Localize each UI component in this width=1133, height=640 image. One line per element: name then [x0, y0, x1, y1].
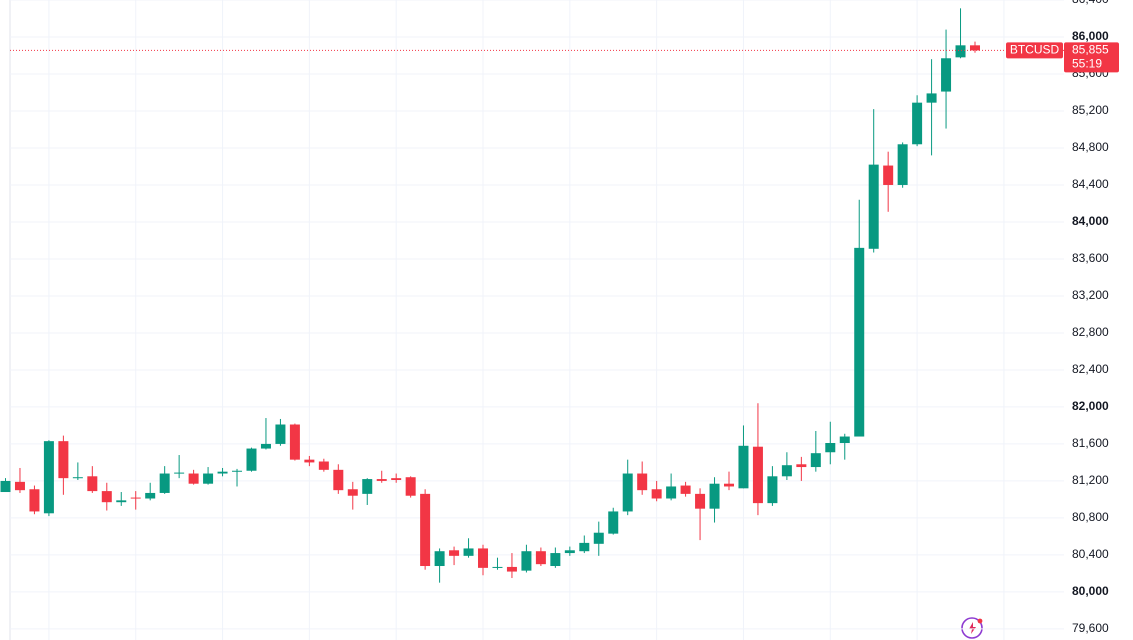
- y-tick-label: 80,800: [1072, 510, 1109, 524]
- candle-body: [304, 459, 315, 463]
- candle-body: [347, 489, 358, 496]
- candle-body: [246, 448, 257, 471]
- candle-body: [203, 473, 214, 484]
- candle-body: [14, 481, 25, 491]
- symbol-box: [1006, 42, 1063, 59]
- candle-body: [825, 443, 836, 453]
- candle-body: [333, 469, 344, 491]
- candle-body: [897, 144, 908, 185]
- candle-body: [449, 550, 460, 556]
- candle-body: [43, 441, 54, 514]
- candle-body: [752, 446, 763, 504]
- candle-body: [362, 479, 373, 494]
- candle-body: [651, 489, 662, 499]
- y-tick-label: 84,800: [1072, 140, 1109, 154]
- y-tick-label: 85,200: [1072, 103, 1109, 117]
- y-tick-label: 80,000: [1072, 584, 1109, 598]
- candle-body: [854, 247, 865, 437]
- y-tick-label: 81,600: [1072, 436, 1109, 450]
- candle-body: [941, 58, 952, 92]
- candle-body: [868, 164, 879, 249]
- candle-body: [796, 464, 807, 468]
- candle-body: [217, 471, 228, 474]
- candle-body: [318, 461, 329, 470]
- y-tick-label: 81,200: [1072, 473, 1109, 487]
- candle-body: [622, 473, 633, 512]
- y-tick-label: 86,000: [1072, 29, 1109, 43]
- candle-body: [564, 550, 575, 554]
- candle-body: [72, 477, 83, 479]
- candle-body: [709, 483, 720, 509]
- candle-body: [550, 553, 561, 567]
- candle-body: [376, 479, 387, 481]
- candle-body: [926, 93, 937, 103]
- candle-body: [883, 165, 894, 185]
- candle-body: [145, 492, 156, 499]
- y-tick-label: 79,600: [1072, 621, 1109, 635]
- candle-body: [289, 424, 300, 460]
- candle-body: [232, 470, 243, 472]
- candle-body: [58, 441, 69, 479]
- y-tick-label: 83,600: [1072, 251, 1109, 265]
- candle-body: [260, 443, 271, 449]
- y-tick-label: 82,000: [1072, 399, 1109, 413]
- symbol-label: BTCUSD: [1010, 43, 1060, 57]
- candle-body: [637, 473, 648, 491]
- candle-body: [810, 453, 821, 468]
- candle-body: [535, 551, 546, 565]
- candle-body: [478, 548, 489, 568]
- y-tick-label: 84,000: [1072, 214, 1109, 228]
- candle-body: [116, 500, 127, 503]
- logo: [961, 617, 983, 639]
- candle-body: [29, 489, 40, 512]
- countdown-label: 55:19: [1072, 57, 1102, 71]
- logo-dot: [977, 618, 983, 624]
- candle-body: [781, 465, 792, 477]
- candle-body: [159, 473, 170, 493]
- candle-body: [521, 551, 532, 571]
- candle-body: [492, 566, 503, 568]
- logo-bolt: [969, 622, 976, 634]
- candle-body: [275, 424, 286, 444]
- candle-body: [420, 493, 431, 567]
- candle-body: [405, 477, 416, 496]
- y-tick-label: 80,400: [1072, 547, 1109, 561]
- candle-body: [695, 493, 706, 509]
- candle-body: [87, 476, 98, 492]
- y-tick-label: 84,400: [1072, 177, 1109, 191]
- candle-body: [391, 478, 402, 480]
- candle-body: [955, 45, 966, 58]
- candle-body: [608, 511, 619, 534]
- candle-body: [666, 486, 677, 499]
- candle-body: [506, 566, 517, 572]
- y-tick-label: 83,200: [1072, 288, 1109, 302]
- candle-body: [680, 485, 691, 494]
- candle-body: [839, 436, 850, 444]
- candle-body: [101, 491, 112, 503]
- candle-body: [188, 473, 199, 484]
- candle-body: [767, 476, 778, 504]
- y-tick-label: 82,800: [1072, 325, 1109, 339]
- candle-body: [579, 542, 590, 552]
- price-box: [1064, 42, 1119, 73]
- candle-body: [174, 472, 185, 474]
- candle-body: [434, 551, 445, 567]
- candle-body: [593, 532, 604, 544]
- candle-body: [463, 548, 474, 556]
- candle-body: [0, 480, 11, 493]
- y-tick-label: 86,400: [1072, 0, 1109, 6]
- candle-body: [912, 102, 923, 145]
- candle-body: [724, 483, 734, 487]
- logo-ring: [961, 617, 983, 639]
- y-tick-label: 82,400: [1072, 362, 1109, 376]
- price-label: 85,855: [1072, 43, 1109, 57]
- candle-body: [738, 445, 749, 489]
- candle-body: [969, 45, 980, 51]
- candle-body: [130, 497, 141, 499]
